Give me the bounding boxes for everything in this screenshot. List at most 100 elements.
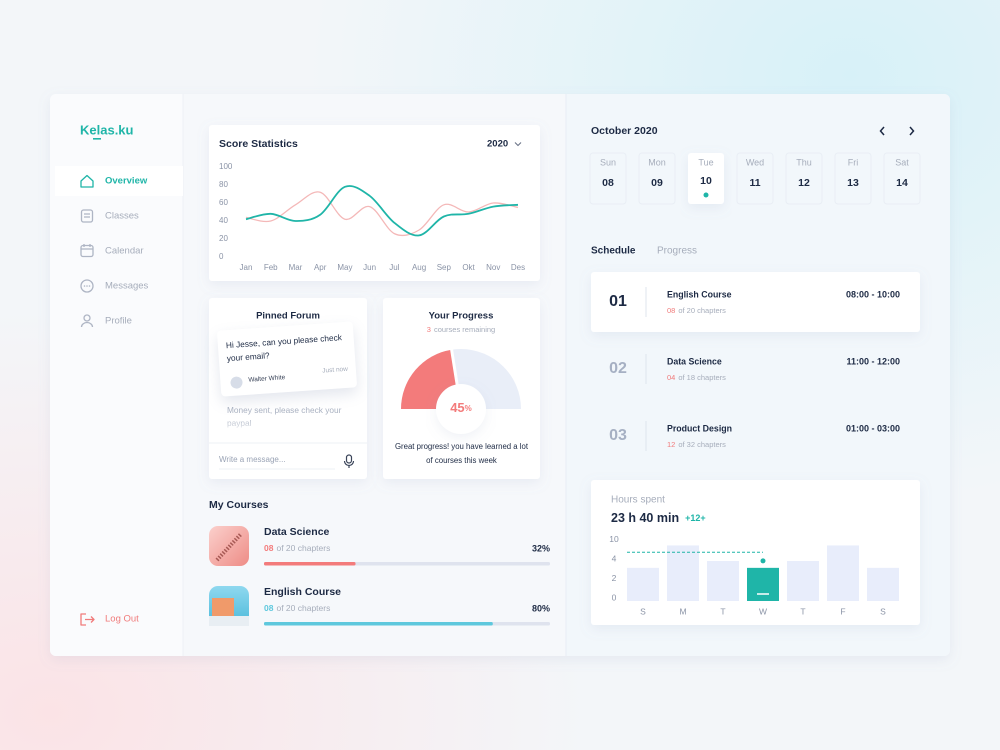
progress-fill [264,622,493,626]
nav-item[interactable]: Messages [105,281,149,292]
day-cell[interactable] [785,152,823,205]
day-date: 13 [847,177,859,189]
month-arrows[interactable] [879,126,915,136]
bar[interactable] [827,545,859,601]
x-tick-label: Sep [437,263,452,272]
day-date: 14 [896,177,908,189]
course-percent: 80% [532,603,550,613]
schedule-chapters: 12 of 32 chapters [667,440,726,449]
preview-text: Money sent, please check your paypal [227,405,342,429]
sidebar-edge [170,94,183,656]
schedule-number: 03 [609,427,627,444]
day-cell[interactable] [834,152,872,205]
gauge-label: 45% [450,400,472,415]
y-tick-label: 10 [609,534,619,544]
brand: Kelas.ku [80,122,134,137]
bar[interactable] [747,567,779,601]
nav-icons [80,174,95,626]
x-tick-label: Jun [363,263,376,272]
x-tick-label: T [720,606,725,616]
nav-item[interactable]: Classes [105,211,139,222]
day-cell[interactable] [736,152,774,205]
icon-mic[interactable] [343,454,355,468]
chapters-done: 12 [667,440,675,449]
message-input[interactable]: Write a message... [219,455,286,464]
icon-messages [80,279,94,293]
day-date: 11 [749,177,760,189]
x-tick-label: Okt [462,263,475,272]
nav-item[interactable]: Overview [105,176,148,187]
x-tick-label: Feb [264,263,278,272]
icon-calendar [80,244,94,258]
day-cell[interactable] [883,152,921,205]
course-chapters: 08 of 20 chapters [264,543,330,553]
y-tick-label: 2 [612,573,617,583]
schedule-time: 11:00 - 12:00 [846,356,900,366]
schedule-active-card[interactable] [591,272,920,332]
chapters-total: of 20 chapters [276,543,330,553]
remaining-count: 3 [427,325,431,334]
time: Just now [322,365,349,375]
bar[interactable] [867,567,899,601]
tab[interactable]: Progress [657,246,697,257]
bar[interactable] [627,567,659,601]
x-tick-label: Apr [314,263,327,272]
brand-underline [93,138,101,140]
gauge-value: 45 [450,400,464,415]
sidebar [50,94,183,656]
thumb-art [212,598,234,618]
bar[interactable] [787,561,819,601]
x-tick-label: Nov [486,263,500,272]
x-tick-label: T [800,606,805,616]
progress-remaining: 3 courses remaining [427,325,495,334]
year-chevron[interactable] [514,142,522,147]
month: October 2020 [591,125,658,137]
day-cell[interactable] [589,152,627,205]
y-tick-label: 40 [219,216,228,225]
icon-home [80,174,94,188]
progress-message: Great progress! you have learned a lot o… [394,442,529,465]
nav-item[interactable]: Profile [105,316,132,327]
icon-calendar-lines [81,244,93,250]
day-date: 09 [651,177,663,189]
day-name: Sun [600,157,616,167]
chapters-done: 08 [264,543,274,553]
schedule-time: 01:00 - 03:00 [846,423,900,433]
x-tick-label: Des [511,263,525,272]
forum-title: Pinned Forum [256,311,320,322]
x-tick-label: S [880,606,886,616]
x-tick-label: Mar [289,263,303,272]
gauge-center [436,384,486,434]
nav-active-bg [55,166,183,196]
y-tick-label: 20 [219,234,228,243]
change: +12+ [685,513,706,523]
day-cell[interactable] [638,152,676,205]
chapters-total: of 20 chapters [276,603,330,613]
schedule-chapters: 08 of 20 chapters [667,306,726,315]
day-name: Tue [698,157,713,167]
x-tick-label: W [759,606,767,616]
day-date: 12 [798,177,810,189]
chapters-done: 08 [264,603,274,613]
avatar [229,375,244,391]
tab[interactable]: Schedule [591,246,636,257]
logout[interactable]: Log Out [105,614,139,625]
x-tick-label: S [640,606,646,616]
section-title: My Courses [209,499,269,511]
x-tick-label: Aug [412,263,426,272]
day-cell[interactable] [688,153,724,204]
schedule-number: 01 [609,293,627,310]
course-name: Data Science [264,526,330,538]
day-name: Fri [848,157,859,167]
bar[interactable] [707,561,739,601]
x-tick-label: F [840,606,845,616]
year-filter[interactable]: 2020 [487,139,508,150]
day-name: Sat [895,157,909,167]
chapters-done: 08 [667,306,675,315]
nav-item[interactable]: Calendar [105,246,144,257]
y-tick-label: 60 [219,198,228,207]
bar[interactable] [667,545,699,601]
course-percent: 32% [532,543,550,553]
